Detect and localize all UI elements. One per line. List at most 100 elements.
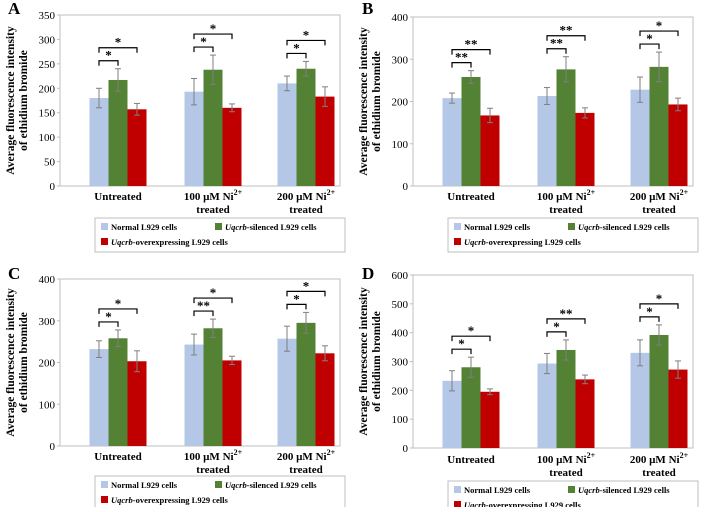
legend-label-overexpressing: Uqcrb-overexpressing L929 cells — [111, 495, 228, 505]
legend-label-overexpressing: Uqcrb-overexpressing L929 cells — [464, 500, 581, 507]
significance-label: ** — [560, 306, 573, 321]
bar-overexpressing-2 — [315, 353, 335, 446]
significance-bracket — [286, 303, 307, 310]
legend-label-normal: Normal L929 cells — [464, 222, 531, 232]
legend-swatch-silenced — [568, 486, 575, 493]
y-tick-label: 400 — [392, 12, 409, 24]
panel-letter: C — [8, 264, 20, 283]
bar-silenced-0 — [461, 76, 481, 186]
legend-label-part: Uqcrb — [111, 495, 133, 505]
y-axis-label-line1: Average fluorescence intensity — [5, 288, 17, 437]
bar-silenced-1 — [556, 349, 576, 448]
significance-bracket — [451, 335, 491, 342]
category-label-sup: 2+ — [327, 448, 336, 457]
legend-box — [447, 217, 699, 253]
bar-silenced-0 — [461, 367, 481, 448]
legend-label-part: Uqcrb — [225, 480, 247, 490]
significance-label: ** — [560, 23, 573, 38]
bar-overexpressing-1 — [575, 379, 595, 448]
legend-label-part: -silenced L929 cells — [600, 222, 671, 232]
bar-overexpressing-2 — [668, 369, 688, 448]
category-label-line2: treated — [289, 464, 322, 476]
y-axis-label-line2: of ethidium bromide — [371, 51, 383, 152]
significance-label: * — [293, 291, 300, 306]
significance-bracket — [546, 35, 586, 41]
significance-label: * — [105, 48, 112, 63]
y-tick-label: 100 — [39, 399, 56, 411]
legend-label-part: -overexpressing L929 cells — [486, 500, 582, 507]
significance-label: * — [553, 319, 560, 334]
bar-normal-2 — [277, 83, 297, 186]
panel-letter: B — [362, 0, 373, 18]
bar-normal-2 — [630, 89, 650, 186]
y-tick-label: 50 — [44, 157, 56, 169]
category-label-sup: 2+ — [587, 188, 596, 197]
y-tick-label: 350 — [39, 10, 56, 22]
bar-overexpressing-1 — [222, 107, 242, 186]
y-tick-label: 400 — [39, 274, 56, 286]
legend-label-silenced: Uqcrb-silenced L929 cells — [225, 222, 317, 232]
legend-label-silenced: Uqcrb-silenced L929 cells — [225, 480, 317, 490]
panel-c: 0 100 200 300 400 Average fluorescence intens… — [5, 274, 346, 511]
significance-label: * — [646, 304, 653, 319]
significance-bracket — [286, 39, 326, 46]
bar-silenced-0 — [108, 79, 128, 186]
y-axis-label-line2: of ethidium bromide — [18, 50, 30, 151]
y-axis-label-line1: Average fluorescence intensity — [358, 27, 370, 176]
bar-normal-1 — [184, 91, 204, 186]
legend-label-normal: Normal L929 cells — [111, 480, 178, 490]
significance-label: * — [210, 285, 217, 300]
panel-b: 0 100 200 300 400 Average fluorescence intens… — [358, 12, 699, 253]
category-label-text: 100 µM Ni — [184, 451, 234, 463]
bar-normal-0 — [442, 98, 462, 186]
y-tick-label: 100 — [392, 139, 409, 151]
bar-overexpressing-0 — [480, 115, 500, 186]
panel-d: 0 100 200 300 400 500 600 Average fluorescence … — [358, 270, 699, 512]
significance-bracket — [193, 33, 233, 40]
legend-swatch-overexpressing — [454, 501, 461, 508]
category-label-text: Untreated — [94, 451, 141, 463]
bar-silenced-1 — [203, 69, 223, 186]
significance-label: * — [200, 34, 207, 49]
significance-bracket — [98, 321, 119, 327]
category-label-2: 200 µM Ni2+ — [277, 188, 336, 203]
category-label-1: 100 µM Ni2+ — [537, 188, 596, 203]
legend-label-part: Normal L929 cells — [464, 485, 531, 495]
legend-swatch-overexpressing — [101, 238, 108, 245]
legend-label-part: Uqcrb — [464, 237, 486, 247]
category-label-text: 100 µM Ni — [537, 454, 587, 466]
category-label-2: 200 µM Ni2+ — [630, 451, 689, 466]
bar-overexpressing-2 — [315, 96, 335, 186]
y-axis-label-line2: of ethidium bromide — [371, 311, 383, 412]
y-axis-label-line2: of ethidium bromide — [18, 312, 30, 413]
bar-overexpressing-1 — [575, 112, 595, 186]
legend-label-part: Normal L929 cells — [111, 480, 178, 490]
panel-a: 0 50 100 150 200 250 300 350 Average fluorescenc… — [5, 10, 346, 253]
legend-label-silenced: Uqcrb-silenced L929 cells — [578, 485, 670, 495]
bar-silenced-1 — [556, 69, 576, 186]
legend-label-overexpressing: Uqcrb-overexpressing L929 cells — [111, 237, 228, 247]
significance-bracket — [546, 318, 586, 324]
panel-letter: D — [362, 264, 374, 283]
significance-label: * — [646, 31, 653, 46]
y-tick-label: 250 — [39, 59, 56, 71]
legend-swatch-overexpressing — [101, 496, 108, 503]
category-label-text: 100 µM Ni — [537, 191, 587, 203]
legend-label-normal: Normal L929 cells — [464, 485, 531, 495]
legend-label-part: -overexpressing L929 cells — [133, 495, 229, 505]
legend-label-part: -overexpressing L929 cells — [486, 237, 582, 247]
legend-swatch-normal — [454, 223, 461, 230]
category-label-sup: 2+ — [680, 451, 689, 460]
category-label-text: 200 µM Ni — [630, 454, 680, 466]
legend-swatch-overexpressing — [454, 238, 461, 245]
bar-overexpressing-0 — [127, 361, 147, 446]
y-tick-label: 600 — [392, 270, 409, 282]
significance-bracket — [193, 46, 214, 53]
significance-label: ** — [455, 50, 468, 65]
category-label-text: 200 µM Ni — [630, 191, 680, 203]
legend-box — [94, 217, 346, 253]
bar-normal-0 — [89, 98, 109, 186]
significance-bracket — [546, 48, 567, 54]
significance-label: * — [293, 40, 300, 55]
